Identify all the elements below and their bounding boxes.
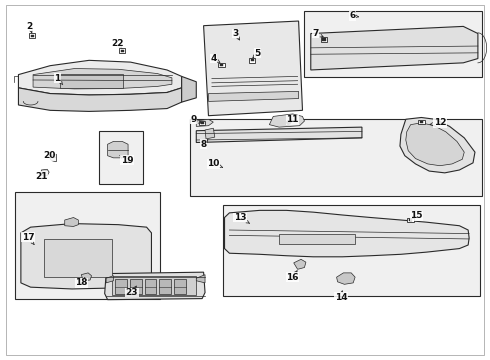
Text: 19: 19	[120, 156, 133, 165]
Polygon shape	[106, 276, 114, 283]
Bar	[116, 279, 127, 294]
Bar	[30, 35, 34, 37]
Bar	[191, 119, 482, 196]
Text: 4: 4	[210, 54, 220, 63]
Polygon shape	[203, 21, 302, 116]
Polygon shape	[196, 119, 213, 126]
Bar	[130, 279, 142, 294]
Bar	[159, 279, 171, 294]
Polygon shape	[208, 91, 298, 102]
Text: 14: 14	[335, 291, 347, 302]
Text: 2: 2	[26, 22, 33, 33]
Bar	[200, 122, 204, 124]
Polygon shape	[205, 128, 215, 139]
Polygon shape	[105, 272, 205, 300]
Bar	[145, 279, 156, 294]
Bar	[418, 120, 424, 125]
Polygon shape	[270, 114, 304, 127]
Bar	[174, 279, 186, 294]
Bar	[29, 33, 35, 38]
Text: 1: 1	[54, 74, 63, 85]
Bar	[408, 218, 414, 222]
Bar	[249, 58, 255, 63]
Text: 12: 12	[430, 118, 446, 127]
Text: 13: 13	[234, 213, 249, 223]
Text: 7: 7	[313, 29, 323, 38]
Polygon shape	[108, 141, 128, 158]
Text: 23: 23	[126, 286, 138, 297]
Polygon shape	[41, 169, 49, 176]
Polygon shape	[182, 76, 196, 102]
Bar	[99, 131, 143, 184]
Polygon shape	[65, 217, 78, 226]
Polygon shape	[19, 88, 182, 111]
Text: 22: 22	[111, 39, 123, 49]
Text: 15: 15	[410, 211, 423, 220]
Bar	[15, 192, 160, 298]
Polygon shape	[33, 68, 172, 89]
Bar	[409, 219, 412, 221]
Polygon shape	[196, 127, 362, 143]
Text: 8: 8	[200, 140, 208, 149]
Polygon shape	[21, 224, 151, 289]
Bar	[44, 239, 113, 277]
Bar	[223, 205, 480, 296]
Text: 21: 21	[35, 172, 48, 181]
Polygon shape	[224, 210, 469, 257]
Bar	[420, 121, 423, 123]
Polygon shape	[50, 154, 56, 161]
Bar	[279, 234, 355, 244]
Bar	[321, 37, 327, 42]
Bar	[60, 74, 123, 88]
Polygon shape	[294, 259, 306, 269]
Bar	[251, 59, 254, 62]
Bar	[219, 63, 225, 67]
Polygon shape	[81, 273, 92, 281]
Polygon shape	[196, 275, 205, 283]
Text: 20: 20	[43, 151, 56, 160]
Text: 9: 9	[191, 115, 201, 124]
Polygon shape	[400, 117, 475, 173]
Text: 10: 10	[207, 159, 222, 168]
Bar	[119, 48, 125, 53]
Text: 11: 11	[287, 116, 299, 125]
Text: 17: 17	[22, 233, 34, 244]
Bar	[121, 50, 124, 52]
Bar	[113, 276, 196, 295]
Text: 5: 5	[253, 49, 260, 58]
Text: 3: 3	[232, 29, 240, 40]
Text: 6: 6	[349, 11, 359, 20]
Polygon shape	[337, 273, 355, 284]
Polygon shape	[406, 123, 464, 166]
Polygon shape	[19, 60, 182, 95]
Bar	[304, 11, 482, 77]
Bar	[199, 121, 205, 125]
Bar	[220, 64, 223, 66]
Bar	[322, 39, 325, 41]
Text: 18: 18	[75, 278, 88, 287]
Polygon shape	[311, 26, 478, 70]
Text: 16: 16	[287, 271, 299, 282]
